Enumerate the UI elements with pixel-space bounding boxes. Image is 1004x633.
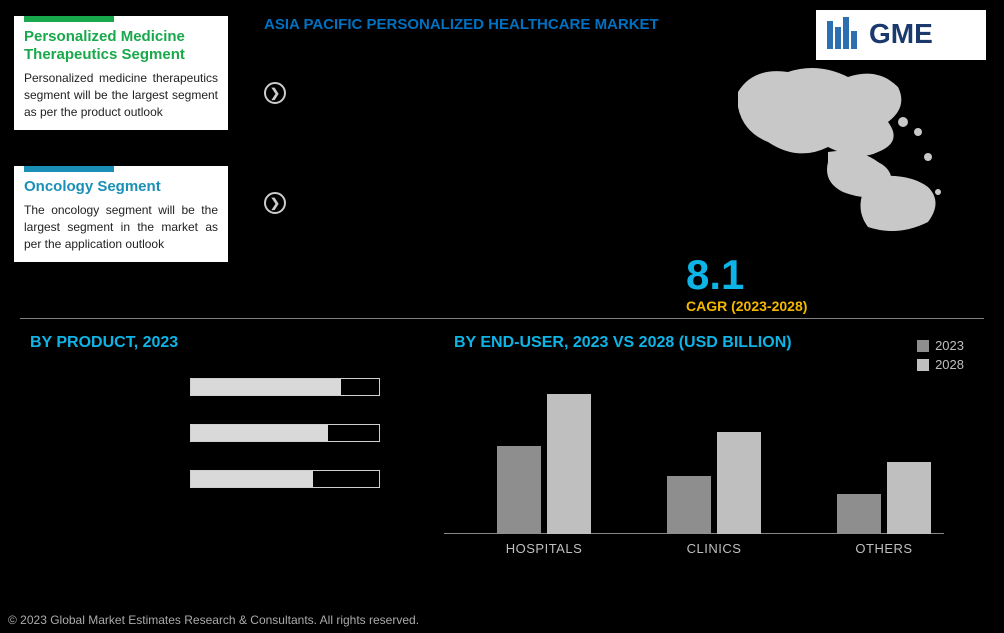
chevron-right-icon: ❯	[270, 196, 280, 210]
card-body-1: Personalized medicine therapeutics segme…	[24, 70, 218, 120]
card-segment-2: Oncology Segment The oncology segment wi…	[14, 166, 228, 262]
card-title-1: Personalized Medicine Therapeutics Segme…	[24, 28, 218, 64]
card-title-2: Oncology Segment	[24, 178, 218, 196]
logo-text: GME	[869, 18, 933, 49]
cagr-block: 8.1 CAGR (2023-2028)	[686, 254, 807, 314]
section-title-enduser: BY END-USER, 2023 VS 2028 (USD BILLION)	[454, 334, 792, 352]
bar-group-hospitals	[474, 394, 614, 534]
bar-others-2028	[887, 462, 931, 534]
by-enduser-chart: HOSPITALS CLINICS OTHERS	[434, 370, 974, 560]
legend-swatch-2028	[917, 359, 929, 371]
by-product-chart	[190, 378, 380, 516]
infographic-canvas: ASIA PACIFIC PERSONALIZED HEALTHCARE MAR…	[0, 0, 1004, 633]
bar-others-2023	[837, 494, 881, 534]
card-accent-2	[24, 166, 114, 172]
arrow-bullet-1: ❯	[264, 82, 286, 104]
gme-logo: GME	[816, 10, 986, 60]
bar-hospitals-2028	[547, 394, 591, 534]
hbar-3	[190, 470, 380, 488]
legend-swatch-2023	[917, 340, 929, 352]
copyright-text: © 2023 Global Market Estimates Research …	[8, 613, 419, 627]
chevron-right-icon: ❯	[270, 86, 280, 100]
card-body-2: The oncology segment will be the largest…	[24, 202, 218, 252]
legend-item-2023: 2023	[917, 338, 964, 353]
hbar-fill-2	[191, 425, 328, 441]
legend-label-2023: 2023	[935, 338, 964, 353]
section-title-product: BY PRODUCT, 2023	[30, 334, 178, 352]
card-accent-1	[24, 16, 114, 22]
hbar-2	[190, 424, 380, 442]
hbar-fill-3	[191, 471, 313, 487]
arrow-bullet-2: ❯	[264, 192, 286, 214]
bar-clinics-2028	[717, 432, 761, 534]
cagr-label: CAGR (2023-2028)	[686, 298, 807, 314]
bar-group-others	[814, 462, 954, 534]
hbar-fill-1	[191, 379, 341, 395]
bar-hospitals-2023	[497, 446, 541, 534]
page-title: ASIA PACIFIC PERSONALIZED HEALTHCARE MAR…	[264, 16, 659, 33]
bar-clinics-2023	[667, 476, 711, 534]
hbar-1	[190, 378, 380, 396]
cagr-value: 8.1	[686, 254, 807, 296]
card-segment-1: Personalized Medicine Therapeutics Segme…	[14, 16, 228, 130]
cat-others: OTHERS	[814, 541, 954, 556]
cat-hospitals: HOSPITALS	[474, 541, 614, 556]
cat-clinics: CLINICS	[644, 541, 784, 556]
section-divider	[20, 318, 984, 319]
bar-group-clinics	[644, 432, 784, 534]
asia-pacific-map	[728, 62, 978, 242]
